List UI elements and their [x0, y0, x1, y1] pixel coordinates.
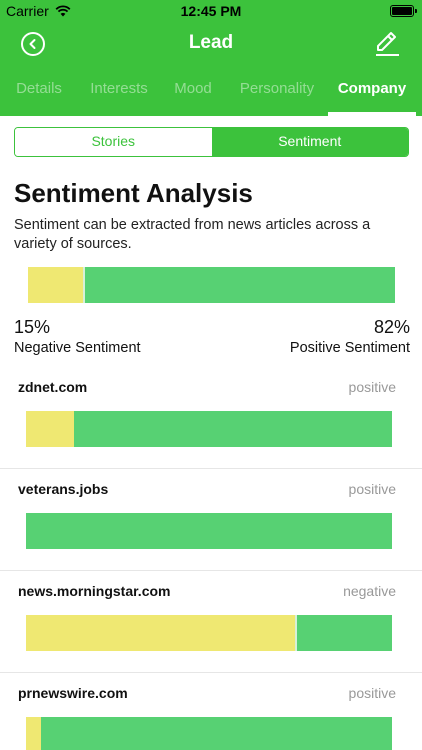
- tab-personality[interactable]: Personality: [239, 80, 315, 97]
- positive-segment: [295, 615, 392, 651]
- positive-segment: [40, 717, 392, 750]
- wifi-icon: [55, 5, 71, 17]
- source-sentiment-bar: [26, 513, 392, 549]
- segment-sentiment[interactable]: Sentiment: [211, 128, 408, 156]
- page-title: Lead: [188, 32, 234, 53]
- positive-percent: 82%: [373, 317, 410, 337]
- list-item[interactable]: veterans.jobs positive: [0, 469, 422, 571]
- navigation-bar: Lead: [0, 22, 422, 66]
- negative-percent: 15%: [14, 317, 51, 337]
- positive-segment: [73, 411, 392, 447]
- active-tab-indicator: [328, 112, 416, 116]
- negative-label: Negative Sentiment: [14, 340, 141, 356]
- source-verdict: negative: [343, 583, 396, 599]
- edit-button[interactable]: [372, 28, 402, 58]
- list-item[interactable]: prnewswire.com positive: [0, 673, 422, 750]
- source-sentiment-bar: [26, 615, 392, 651]
- status-bar: Carrier 12:45 PM: [0, 0, 422, 22]
- source-verdict: positive: [348, 481, 396, 497]
- negative-segment: [28, 267, 83, 303]
- tab-bar: Details Interests Mood Personality Compa…: [0, 66, 422, 116]
- source-list: zdnet.com positive veterans.jobs positiv…: [0, 367, 422, 750]
- positive-segment: [26, 513, 392, 549]
- segmented-control: Stories Sentiment: [14, 127, 409, 157]
- tab-details[interactable]: Details: [16, 80, 62, 97]
- source-domain: zdnet.com: [18, 379, 88, 395]
- positive-label: Positive Sentiment: [289, 340, 410, 356]
- carrier-label: Carrier: [6, 3, 49, 19]
- source-verdict: positive: [348, 685, 396, 701]
- pencil-icon: [376, 32, 399, 56]
- negative-segment: [26, 411, 74, 447]
- source-domain: veterans.jobs: [18, 481, 109, 497]
- tab-interests[interactable]: Interests: [90, 80, 148, 97]
- battery-icon: [390, 5, 417, 17]
- positive-stat: 82% Positive Sentiment: [290, 317, 410, 356]
- source-domain: news.morningstar.com: [18, 583, 171, 599]
- positive-segment: [84, 267, 395, 303]
- negative-stat: 15% Negative Sentiment: [14, 317, 141, 356]
- source-sentiment-bar: [26, 717, 392, 750]
- back-button[interactable]: [21, 32, 45, 56]
- chevron-left-icon: [29, 39, 36, 49]
- list-item[interactable]: zdnet.com positive: [0, 367, 422, 469]
- source-sentiment-bar: [26, 411, 392, 447]
- overall-sentiment-bar: [28, 267, 395, 303]
- section-description: Sentiment can be extracted from news art…: [14, 217, 371, 252]
- tab-mood[interactable]: Mood: [174, 80, 212, 97]
- segment-divider: [82, 267, 85, 303]
- negative-segment: [26, 615, 296, 651]
- source-verdict: positive: [348, 379, 396, 395]
- segment-stories[interactable]: Stories: [15, 128, 212, 156]
- status-time: 12:45 PM: [180, 3, 242, 19]
- section-title: Sentiment Analysis: [14, 178, 253, 208]
- list-item[interactable]: news.morningstar.com negative: [0, 571, 422, 673]
- source-domain: prnewswire.com: [18, 685, 128, 701]
- tab-company[interactable]: Company: [337, 80, 407, 97]
- carrier-indicator: Carrier: [6, 3, 71, 19]
- negative-segment: [26, 717, 41, 750]
